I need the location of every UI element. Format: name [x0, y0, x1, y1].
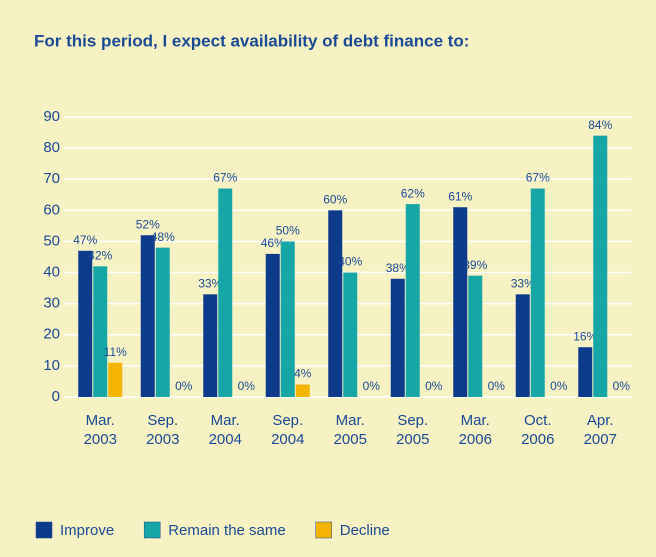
- bar: [140, 235, 155, 397]
- y-tick-label: 60: [43, 201, 60, 218]
- value-label: 62%: [401, 186, 425, 200]
- bar: [155, 247, 170, 397]
- bar: [203, 294, 218, 397]
- y-tick-label: 90: [43, 108, 60, 125]
- bar: [93, 266, 108, 397]
- legend-swatch: [315, 521, 332, 539]
- legend-label: Remain the same: [168, 522, 286, 539]
- value-label: 0%: [613, 379, 631, 393]
- bar: [405, 204, 420, 397]
- value-label: 0%: [238, 379, 256, 393]
- bar: [343, 272, 358, 397]
- x-tick-label: 2004: [209, 431, 242, 448]
- value-label: 84%: [588, 118, 612, 132]
- x-tick-label: 2007: [584, 431, 617, 448]
- x-tick-label: 2005: [396, 431, 429, 448]
- value-label: 33%: [511, 277, 535, 291]
- bar: [108, 362, 123, 397]
- x-tick-label: Mar.: [211, 412, 240, 429]
- value-label: 39%: [463, 258, 487, 272]
- y-tick-label: 40: [43, 264, 60, 281]
- value-label: 33%: [198, 277, 222, 291]
- x-tick-label: 2003: [146, 431, 179, 448]
- bar: [295, 384, 310, 397]
- x-tick-label: 2006: [521, 431, 554, 448]
- value-label: 52%: [136, 217, 160, 231]
- y-tick-label: 80: [43, 139, 60, 156]
- x-tick-label: 2003: [84, 431, 117, 448]
- chart-title: For this period, I expect availability o…: [34, 31, 469, 50]
- bar: [515, 294, 530, 397]
- value-label: 16%: [573, 329, 597, 343]
- x-tick-label: Mar.: [86, 412, 115, 429]
- bar: [390, 278, 405, 397]
- value-label: 60%: [323, 193, 347, 207]
- value-label: 0%: [363, 379, 381, 393]
- value-label: 11%: [104, 345, 127, 359]
- value-label: 0%: [425, 379, 443, 393]
- bar: [328, 210, 343, 397]
- value-label: 46%: [261, 236, 285, 250]
- x-tick-label: 2006: [459, 431, 492, 448]
- legend-swatch: [35, 521, 53, 539]
- bar: [593, 135, 608, 397]
- x-tick-label: Sep.: [272, 412, 303, 429]
- value-label: 42%: [88, 249, 112, 263]
- y-tick-label: 0: [52, 388, 60, 405]
- value-label: 48%: [151, 230, 175, 244]
- value-label: 4%: [294, 367, 312, 381]
- legend-swatch: [143, 521, 161, 539]
- x-tick-label: Oct.: [524, 412, 552, 429]
- value-label: 40%: [338, 255, 362, 269]
- y-tick-label: 50: [43, 232, 60, 249]
- bar: [453, 207, 468, 397]
- y-tick-label: 20: [43, 326, 60, 343]
- legend-label: Improve: [60, 522, 114, 539]
- x-tick-label: 2005: [334, 431, 367, 448]
- x-tick-label: Mar.: [336, 412, 365, 429]
- x-tick-label: Mar.: [461, 412, 490, 429]
- bar: [265, 253, 280, 397]
- value-label: 61%: [448, 189, 472, 203]
- y-tick-label: 10: [43, 357, 60, 374]
- bar: [280, 241, 295, 397]
- value-label: 0%: [550, 379, 568, 393]
- value-label: 50%: [276, 224, 300, 238]
- value-label: 0%: [175, 379, 193, 393]
- y-tick-label: 30: [43, 295, 60, 312]
- value-label: 38%: [386, 261, 410, 275]
- bar: [578, 347, 593, 397]
- bar: [218, 188, 233, 397]
- value-label: 67%: [213, 171, 237, 185]
- bar: [78, 250, 93, 397]
- value-label: 47%: [73, 233, 97, 247]
- x-tick-label: Sep.: [397, 412, 428, 429]
- legend-label: Decline: [340, 522, 390, 539]
- x-tick-label: Apr.: [587, 412, 614, 429]
- bar: [530, 188, 545, 397]
- x-tick-label: Sep.: [147, 412, 178, 429]
- value-label: 0%: [488, 379, 506, 393]
- y-tick-label: 70: [43, 170, 60, 187]
- value-label: 67%: [526, 171, 550, 185]
- x-tick-label: 2004: [271, 431, 304, 448]
- bar: [468, 275, 483, 397]
